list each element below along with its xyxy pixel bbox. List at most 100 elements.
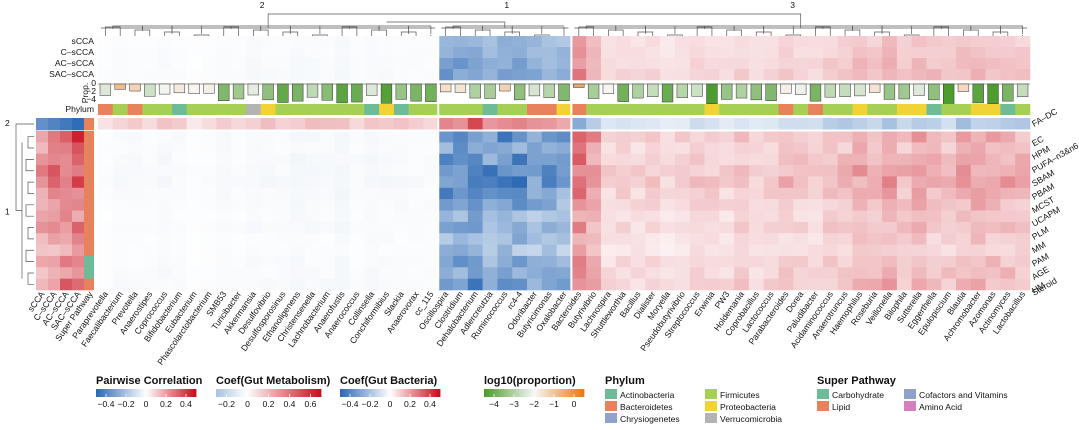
corr-cell: [216, 221, 232, 234]
corr-cell: [896, 176, 912, 189]
corr-cell-row-cluster-2: [453, 118, 469, 130]
corr-cell-row-cluster-2: [970, 118, 986, 130]
corr-cell: [586, 267, 602, 279]
prop-bar: [292, 83, 304, 102]
cca-cell: [453, 69, 469, 81]
corr-cell: [719, 187, 735, 200]
corr-cell: [571, 131, 587, 143]
corr-cell: [512, 199, 528, 211]
legend-gradient-swatch: [258, 389, 262, 397]
corr-cell: [586, 142, 602, 155]
prop-bar: [632, 83, 644, 99]
prop-bar: [898, 83, 910, 100]
corr-cell: [216, 176, 232, 189]
cca-cell: [1000, 36, 1016, 48]
cca-cell: [334, 58, 350, 70]
cca-cell: [748, 69, 765, 81]
corr-cell: [852, 278, 868, 291]
legend-swatch: [705, 389, 717, 399]
corr-cell-row-cluster-2: [98, 118, 114, 130]
legend-gradient-swatch: [173, 389, 177, 397]
corr-cell: [467, 176, 483, 189]
cca-cell: [245, 47, 262, 59]
phylum-cell: [956, 104, 972, 115]
corr-cell: [748, 165, 765, 177]
corr-cell: [911, 244, 927, 257]
corr-cell: [586, 233, 602, 245]
legend-gradient-swatch: [128, 389, 132, 397]
corr-cell: [926, 187, 942, 200]
cca-cell: [867, 47, 883, 59]
corr-cell: [600, 267, 617, 279]
phylum-cell: [541, 104, 557, 115]
legend-gradient-swatch: [188, 389, 192, 397]
phylum-cell: [719, 104, 735, 115]
cca-cell: [541, 36, 557, 48]
corr-cell: [438, 244, 454, 257]
corr-cell: [926, 176, 942, 189]
corr-cell: [571, 221, 587, 234]
corr-cell: [808, 142, 824, 155]
corr-cell: [689, 165, 705, 177]
corr-cell: [142, 278, 158, 291]
corr-cell: [98, 233, 114, 245]
corr-cell-row-cluster-2: [201, 118, 217, 130]
corr-cell: [704, 278, 720, 291]
legend-gradient-swatch: [581, 389, 585, 397]
corr-cell: [260, 187, 276, 200]
corr-cell: [778, 153, 794, 166]
corr-cell: [127, 142, 143, 155]
prop-bar: [173, 83, 186, 94]
corr-cell: [778, 176, 794, 189]
corr-cell: [393, 210, 409, 223]
corr-cell: [497, 199, 513, 211]
cca-left-cell: [60, 244, 73, 257]
cca-cell: [571, 36, 587, 48]
corr-cell: [260, 153, 276, 166]
corr-cell: [334, 267, 350, 279]
corr-cell: [970, 221, 986, 234]
corr-cell-row-cluster-2: [231, 118, 247, 130]
corr-cell-row-cluster-2: [379, 118, 395, 130]
corr-cell: [941, 255, 957, 268]
corr-cell: [349, 233, 365, 245]
corr-cell: [926, 131, 942, 143]
corr-cell: [808, 210, 824, 223]
corr-cell: [956, 165, 972, 177]
corr-cell: [748, 199, 765, 211]
cca-left-cell: [72, 176, 85, 189]
corr-cell: [142, 221, 158, 234]
corr-cell-row-cluster-2: [186, 118, 202, 130]
cca-cell: [704, 36, 720, 48]
legend-gradient-swatch: [486, 389, 490, 397]
prop-bar: [499, 83, 511, 92]
corr-cell: [822, 187, 838, 200]
corr-cell: [571, 233, 587, 245]
cca-cell: [127, 58, 143, 70]
corr-cell-row-cluster-2: [393, 118, 409, 130]
super-pathway-cell: [84, 142, 94, 155]
cca-cell: [334, 47, 350, 59]
cca-cell: [674, 58, 691, 70]
prop-bar: [528, 83, 541, 97]
corr-cell-row-cluster-2: [660, 118, 676, 130]
corr-cell: [1000, 187, 1016, 200]
cca-cell: [201, 36, 217, 48]
corr-cell: [837, 199, 853, 211]
cca-cell: [393, 47, 409, 59]
corr-cell: [497, 278, 513, 291]
corr-cell: [941, 278, 957, 291]
corr-cell: [112, 210, 128, 223]
legend-tick-label: −0.2: [118, 399, 135, 409]
corr-cell-row-cluster-2: [896, 118, 912, 130]
legend-gradient-swatch: [529, 389, 532, 397]
cca-row-label: AC–sCCA: [55, 58, 94, 68]
legend-title: Coef(Gut Bacteria): [340, 375, 438, 387]
corr-cell: [186, 153, 202, 166]
cca-left-cell: [60, 199, 73, 211]
corr-cell: [201, 255, 217, 268]
corr-cell: [260, 233, 276, 245]
legend-tick-label: −3: [509, 399, 519, 409]
legend-gradient-swatch: [491, 389, 495, 397]
phylum-cell: [734, 104, 750, 115]
